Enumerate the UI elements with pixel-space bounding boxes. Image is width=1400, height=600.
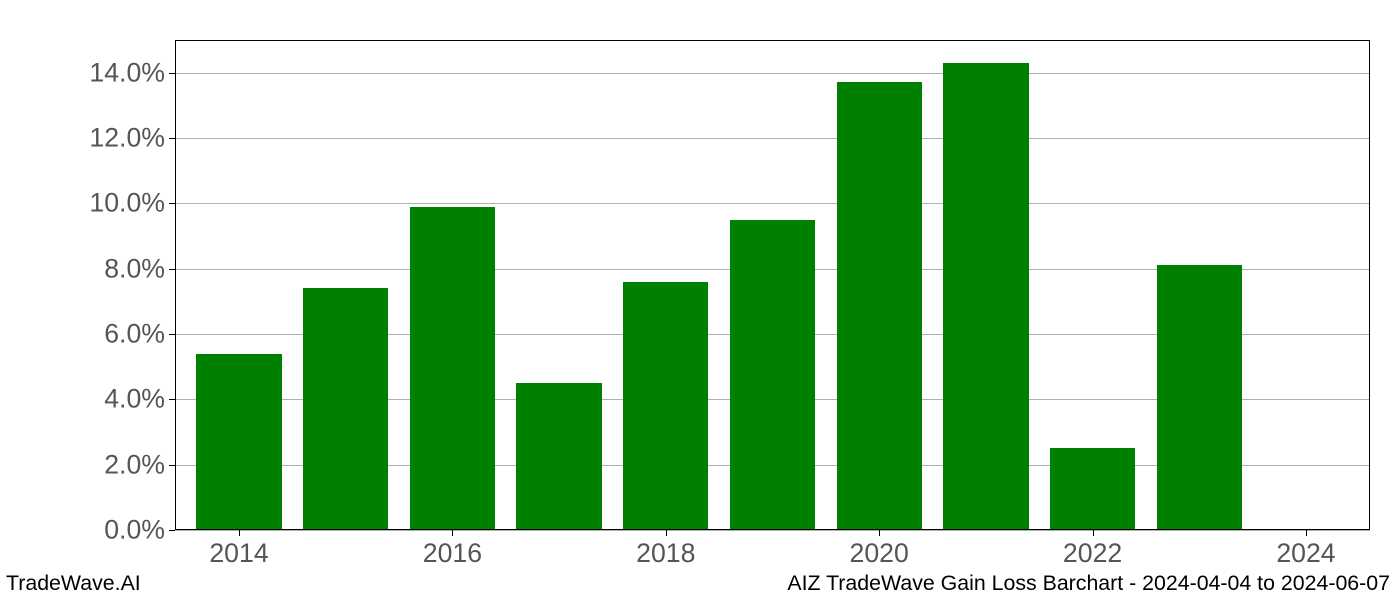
x-tick-label: 2016 (423, 530, 482, 569)
y-tick-label: 2.0% (104, 449, 175, 480)
bar (623, 282, 708, 530)
spine-top (175, 40, 1370, 41)
x-tick-label: 2022 (1063, 530, 1122, 569)
y-tick-label: 8.0% (104, 253, 175, 284)
bar (730, 220, 815, 530)
bar (1050, 448, 1135, 530)
plot-area: 0.0%2.0%4.0%6.0%8.0%10.0%12.0%14.0%20142… (175, 40, 1370, 530)
y-tick-label: 4.0% (104, 384, 175, 415)
bar (303, 288, 388, 530)
footer-right-text: AIZ TradeWave Gain Loss Barchart - 2024-… (787, 571, 1390, 596)
y-tick-label: 10.0% (89, 188, 175, 219)
chart-stage: 0.0% 2.0% 4.0% 6.0% 8.0% 10.0% 12.0% 14.0% 2014 2… (0, 0, 1400, 600)
footer-left-text: TradeWave.AI (6, 571, 141, 596)
gridline-y (175, 138, 1370, 139)
bar (1157, 265, 1242, 530)
bar (837, 82, 922, 530)
x-tick-label: 2020 (850, 530, 909, 569)
x-tick-label: 2024 (1276, 530, 1335, 569)
y-tick-label: 12.0% (89, 123, 175, 154)
y-tick-label: 0.0% (104, 515, 175, 546)
gridline-y (175, 203, 1370, 204)
bar (943, 63, 1028, 530)
gridline-y (175, 73, 1370, 74)
y-tick-label: 14.0% (89, 57, 175, 88)
x-tick-label: 2014 (209, 530, 268, 569)
y-tick-label: 6.0% (104, 319, 175, 350)
spine-right (1369, 40, 1370, 530)
spine-left (175, 40, 176, 530)
spine-bottom (175, 529, 1370, 530)
bar (410, 207, 495, 530)
x-tick-label: 2018 (636, 530, 695, 569)
gridline-y (175, 530, 1370, 531)
bar (196, 354, 281, 530)
bar (516, 383, 601, 530)
